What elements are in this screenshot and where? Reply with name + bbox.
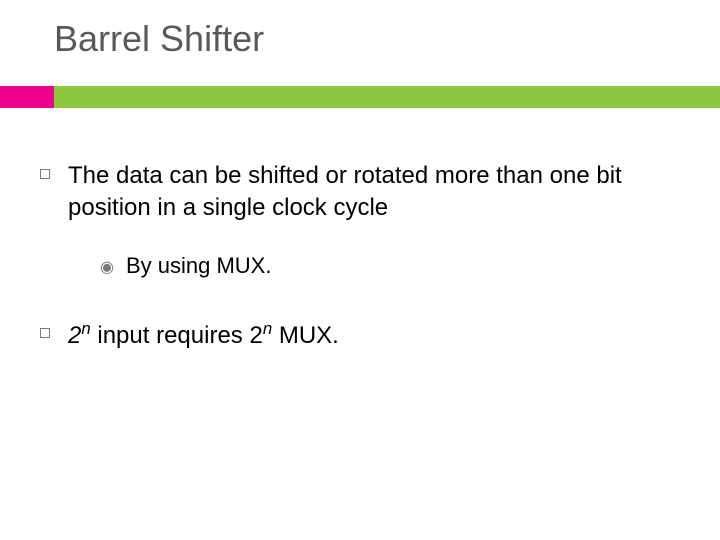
accent-bar-pink — [0, 86, 54, 108]
square-bullet-icon — [40, 169, 50, 179]
sub-bullet-text-1: By using MUX. — [126, 253, 272, 279]
sub-bullet-item-1: ◉ By using MUX. — [100, 253, 680, 279]
dot-bullet-icon: ◉ — [100, 257, 114, 277]
square-bullet-icon — [40, 328, 50, 338]
bullet-text-2: 2n input requires 2n MUX. — [68, 319, 339, 350]
bullet-item-2: 2n input requires 2n MUX. — [40, 319, 680, 350]
bullet-item-1: The data can be shifted or rotated more … — [40, 160, 680, 225]
accent-bar-green — [54, 86, 720, 108]
accent-bar — [0, 86, 720, 108]
content-area: The data can be shifted or rotated more … — [40, 160, 680, 350]
bullet-text-1: The data can be shifted or rotated more … — [68, 160, 680, 225]
slide-title: Barrel Shifter — [54, 18, 264, 60]
